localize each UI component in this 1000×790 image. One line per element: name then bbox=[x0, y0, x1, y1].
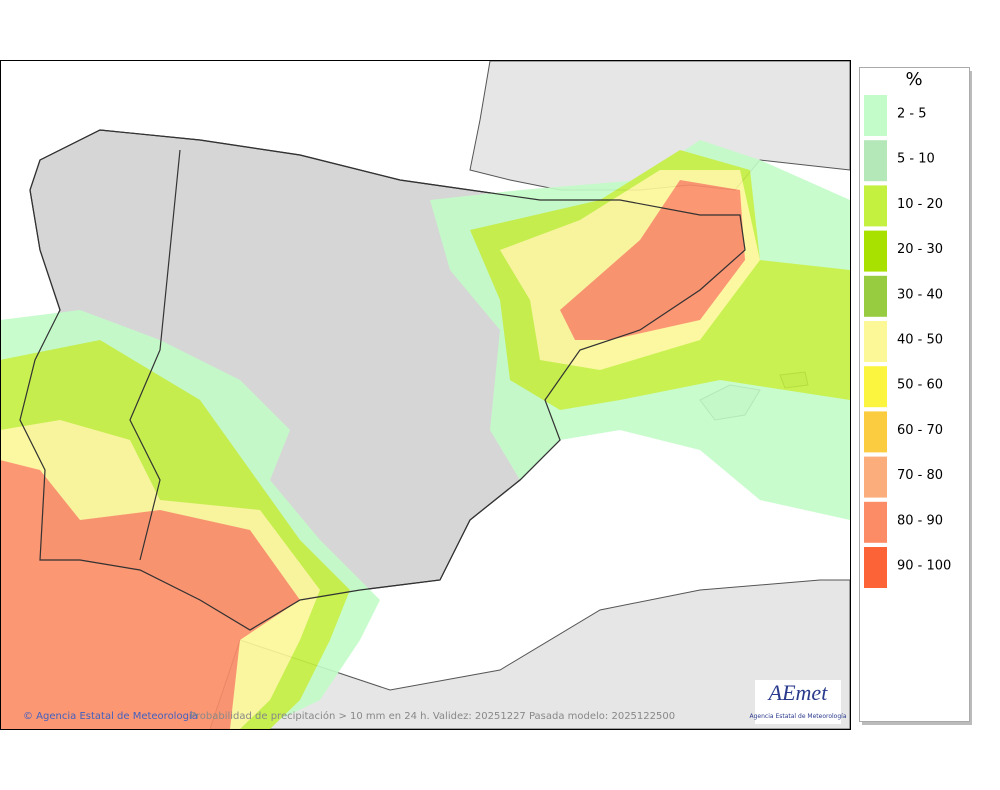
legend-swatch bbox=[864, 140, 887, 182]
legend-label: 80 - 90 bbox=[897, 513, 943, 528]
legend-label: 10 - 20 bbox=[897, 197, 943, 212]
map bbox=[1, 61, 850, 729]
legend-swatch bbox=[864, 411, 887, 453]
credit: © Agencia Estatal de Meteorología bbox=[23, 710, 198, 722]
legend-label: 2 - 5 bbox=[897, 107, 927, 122]
logo-subtitle: Agencia Estatal de Meteorología bbox=[750, 713, 847, 720]
legend-label: 5 - 10 bbox=[897, 152, 935, 167]
border bbox=[129, 149, 181, 561]
caption: Probabilidad de precipitación > 10 mm en… bbox=[190, 710, 675, 722]
legend-swatch bbox=[864, 230, 887, 272]
legend-swatch bbox=[864, 456, 887, 498]
legend-label: 60 - 70 bbox=[897, 423, 943, 438]
legend-label: 20 - 30 bbox=[897, 242, 943, 257]
map-frame bbox=[0, 60, 851, 730]
legend-label: 30 - 40 bbox=[897, 287, 943, 302]
logo: AEmet bbox=[767, 680, 829, 705]
logo-box bbox=[755, 680, 841, 724]
legend-title: % bbox=[905, 69, 922, 90]
legend-label: 70 - 80 bbox=[897, 468, 943, 483]
legend-swatch bbox=[864, 321, 887, 362]
coastline bbox=[19, 129, 746, 631]
legend-swatch bbox=[864, 501, 887, 543]
legend-swatch bbox=[864, 95, 887, 136]
precipitation bbox=[1, 140, 850, 729]
legend-swatch bbox=[864, 275, 887, 317]
legend-swatch bbox=[864, 547, 887, 588]
legend-items: 2 - 5 5 - 10 10 - 20 20 - 30 30 - 40 40 - 50 5… bbox=[864, 95, 951, 588]
legend-label: 90 - 100 bbox=[897, 559, 951, 574]
legend-swatch bbox=[864, 366, 887, 408]
legend-label: 40 - 50 bbox=[897, 333, 943, 348]
legend-label: 50 - 60 bbox=[897, 378, 943, 393]
legend-swatch bbox=[864, 185, 887, 227]
